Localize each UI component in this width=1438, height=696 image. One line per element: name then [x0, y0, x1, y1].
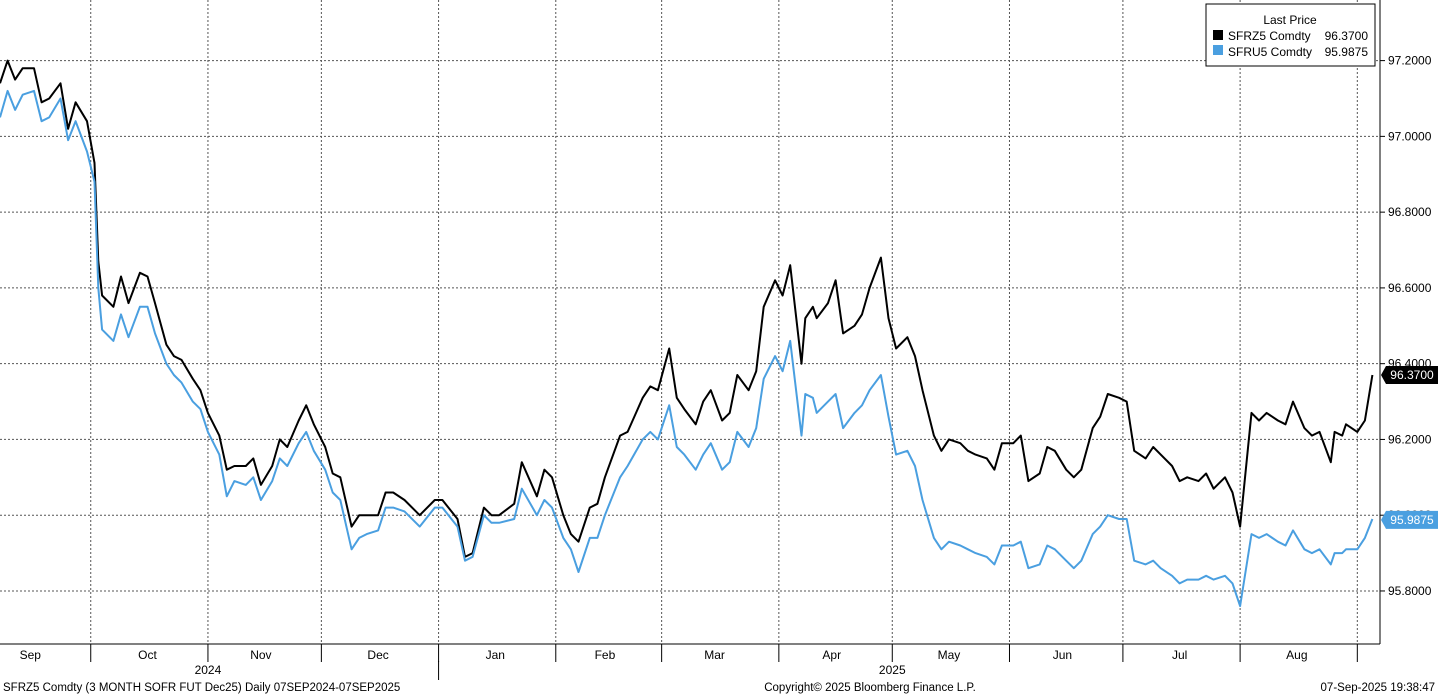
year-label: 2024	[195, 663, 222, 677]
legend-value-sfrz5: 96.3700	[1325, 29, 1369, 43]
last-value-tags: 96.3700 95.9875	[1381, 366, 1438, 529]
x-tick-label: Sep	[20, 648, 42, 662]
grid-layer	[0, 0, 1380, 644]
x-tick-label: Nov	[250, 648, 271, 662]
x-tick-label: Aug	[1286, 648, 1307, 662]
footer-left: SFRZ5 Comdty (3 MONTH SOFR FUT Dec25) Da…	[3, 682, 400, 694]
footer-center: Copyright© 2025 Bloomberg Finance L.P.	[764, 682, 976, 694]
last-value-tag: 95.9875	[1381, 510, 1438, 529]
legend-label-sfru5: SFRU5 Comdty	[1228, 45, 1312, 59]
legend-value-sfru5: 95.9875	[1325, 45, 1369, 59]
legend-swatch-sfrz5	[1213, 30, 1223, 40]
y-tick-label: 97.2000	[1388, 54, 1432, 68]
legend-label-sfrz5: SFRZ5 Comdty	[1228, 29, 1311, 43]
legend-box	[1205, 3, 1376, 67]
x-tick-label: Jan	[486, 648, 505, 662]
legend-swatch-sfru5	[1213, 45, 1223, 55]
y-tick-label: 96.8000	[1388, 205, 1432, 219]
y-tick-label: 95.8000	[1388, 584, 1432, 598]
series-layer	[0, 59, 1374, 608]
x-tick-label: May	[938, 648, 961, 662]
y-tick-label: 97.0000	[1388, 129, 1432, 143]
footer: SFRZ5 Comdty (3 MONTH SOFR FUT Dec25) Da…	[3, 682, 1435, 694]
footer-right: 07-Sep-2025 19:38:47	[1321, 682, 1435, 694]
x-tick-label: Feb	[595, 648, 616, 662]
last-value-tag-label: 95.9875	[1390, 513, 1434, 527]
last-value-tag-bg	[1381, 510, 1438, 529]
x-tick-label: Apr	[822, 648, 841, 662]
x-tick-label: Dec	[367, 648, 388, 662]
x-tick-label: Oct	[138, 648, 157, 662]
series-line-sfru5	[0, 89, 1374, 608]
legend: Last Price SFRZ5 Comdty 96.3700 SFRU5 Co…	[1205, 3, 1376, 67]
axis-layer: 95.800096.000096.200096.400096.600096.80…	[0, 0, 1432, 680]
year-label: 2025	[879, 663, 906, 677]
series-line-sfrz5	[0, 59, 1374, 558]
last-value-tag-bg	[1381, 366, 1438, 385]
last-value-tag-label: 96.3700	[1390, 368, 1434, 382]
y-tick-label: 96.6000	[1388, 281, 1432, 295]
x-tick-label: Mar	[704, 648, 725, 662]
x-tick-label: Jul	[1172, 648, 1187, 662]
legend-title: Last Price	[1263, 13, 1317, 27]
last-value-tag: 96.3700	[1381, 366, 1438, 385]
x-tick-label: Jun	[1053, 648, 1072, 662]
y-tick-label: 96.2000	[1388, 432, 1432, 446]
